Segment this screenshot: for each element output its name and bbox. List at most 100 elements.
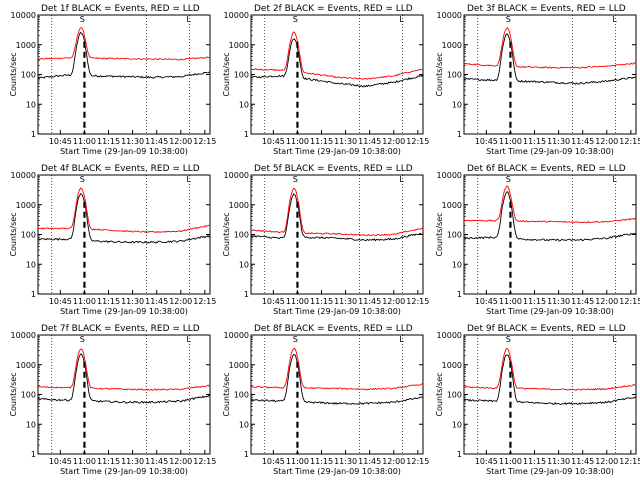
- x-tick-label: 11:00: [73, 297, 96, 306]
- marker-l: L: [186, 175, 191, 184]
- x-tick-label: 11:15: [97, 137, 120, 146]
- x-tick-label: 11:45: [358, 297, 381, 306]
- x-tick-label: 11:45: [145, 457, 168, 466]
- plot-frame: [463, 334, 637, 455]
- x-tick-label: 10:45: [49, 137, 72, 146]
- y-tick-label: 1: [31, 130, 36, 139]
- x-tick-label: 11:30: [121, 457, 144, 466]
- x-tick-label: 10:45: [475, 137, 498, 146]
- plot-frame: [463, 174, 637, 295]
- x-tick-label: 12:00: [382, 137, 405, 146]
- y-tick-label: 10000: [437, 331, 462, 340]
- y-tick-label: 10000: [437, 11, 462, 20]
- y-tick-label: 1: [457, 450, 462, 459]
- lld-series-line: [463, 347, 637, 391]
- marker-s: S: [293, 335, 298, 344]
- x-tick-label: 11:30: [547, 457, 570, 466]
- plot-frame: [463, 14, 637, 135]
- x-tick-label: 11:15: [523, 137, 546, 146]
- x-tick-label: 11:45: [358, 137, 381, 146]
- x-axis-label: Start Time (29-Jan-09 10:38:00): [486, 467, 614, 476]
- x-tick-label: 11:45: [145, 297, 168, 306]
- x-tick-label: 12:00: [169, 297, 192, 306]
- x-axis-label: Start Time (29-Jan-09 10:38:00): [486, 307, 614, 316]
- y-axis-label: Counts/sec: [9, 372, 18, 416]
- y-tick-label: 100: [234, 391, 249, 400]
- marker-s: S: [506, 335, 511, 344]
- marker-s: S: [506, 15, 511, 24]
- x-tick-label: 11:00: [73, 457, 96, 466]
- x-tick-label: 12:00: [169, 137, 192, 146]
- x-tick-label: 10:45: [262, 297, 285, 306]
- panel-title: Det 8f BLACK = Events, RED = LLD: [254, 324, 413, 334]
- x-tick-label: 11:15: [97, 457, 120, 466]
- marker-l: L: [612, 15, 617, 24]
- marker-l: L: [399, 15, 404, 24]
- y-tick-label: 1000: [442, 361, 462, 370]
- events-series-line: [251, 353, 424, 405]
- marker-l: L: [612, 175, 617, 184]
- y-axis-label: Counts/sec: [222, 52, 231, 96]
- events-series-line: [37, 353, 211, 404]
- x-tick-label: 11:00: [499, 297, 522, 306]
- panel-title: Det 2f BLACK = Events, RED = LLD: [254, 4, 413, 14]
- marker-s: S: [80, 335, 85, 344]
- x-tick-label: 11:00: [286, 297, 309, 306]
- y-tick-label: 100: [447, 391, 462, 400]
- y-tick-label: 10000: [224, 171, 249, 180]
- x-tick-label: 10:45: [262, 457, 285, 466]
- y-tick-label: 10: [26, 260, 36, 269]
- y-tick-label: 10000: [11, 11, 36, 20]
- plot-frame: [37, 174, 211, 295]
- marker-s: S: [293, 15, 298, 24]
- x-tick-label: 12:00: [382, 297, 405, 306]
- x-tick-label: 11:00: [499, 457, 522, 466]
- y-tick-label: 10: [26, 100, 36, 109]
- x-tick-label: 12:00: [382, 457, 405, 466]
- y-tick-label: 10: [239, 420, 249, 429]
- events-series-line: [37, 31, 211, 80]
- panel-title: Det 7f BLACK = Events, RED = LLD: [41, 324, 200, 334]
- x-tick-label: 11:15: [310, 457, 333, 466]
- marker-s: S: [506, 175, 511, 184]
- x-tick-label: 11:15: [97, 297, 120, 306]
- x-tick-label: 12:15: [193, 137, 216, 146]
- events-series-line: [250, 38, 424, 88]
- x-tick-label: 11:15: [310, 137, 333, 146]
- y-tick-label: 1000: [442, 41, 462, 50]
- panel-det-4: Det 4f BLACK = Events, RED = LLD 1 10 100 10…: [9, 164, 216, 316]
- x-axis-label: Start Time (29-Jan-09 10:38:00): [60, 147, 188, 156]
- x-tick-label: 12:15: [193, 297, 216, 306]
- x-tick-label: 10:45: [475, 297, 498, 306]
- y-tick-label: 10: [26, 420, 36, 429]
- y-axis-label: Counts/sec: [9, 212, 18, 256]
- y-axis-label: Counts/sec: [435, 372, 444, 416]
- y-tick-label: 1: [244, 290, 249, 299]
- x-tick-label: 12:00: [169, 457, 192, 466]
- x-tick-label: 11:15: [523, 297, 546, 306]
- y-axis-label: Counts/sec: [222, 212, 231, 256]
- y-tick-label: 1000: [229, 201, 249, 210]
- y-axis-label: Counts/sec: [435, 52, 444, 96]
- y-tick-label: 10: [452, 420, 462, 429]
- panel-title: Det 9f BLACK = Events, RED = LLD: [467, 324, 626, 334]
- marker-l: L: [186, 335, 191, 344]
- panel-title: Det 6f BLACK = Events, RED = LLD: [467, 164, 626, 174]
- x-tick-label: 10:45: [49, 457, 72, 466]
- x-axis-label: Start Time (29-Jan-09 10:38:00): [273, 147, 401, 156]
- events-series-line: [463, 33, 636, 85]
- y-tick-label: 1: [31, 290, 36, 299]
- y-axis-label: Counts/sec: [222, 372, 231, 416]
- x-tick-label: 11:00: [286, 457, 309, 466]
- x-tick-label: 10:45: [475, 457, 498, 466]
- lld-series-line: [250, 31, 423, 80]
- events-series-line: [250, 193, 424, 242]
- y-tick-label: 1000: [16, 201, 36, 210]
- x-axis-label: Start Time (29-Jan-09 10:38:00): [60, 307, 188, 316]
- panel-title: Det 5f BLACK = Events, RED = LLD: [254, 164, 413, 174]
- y-tick-label: 10000: [11, 331, 36, 340]
- y-tick-label: 10000: [224, 11, 249, 20]
- panel-det-2: Det 2f BLACK = Events, RED = LLD 1 10 100 10…: [222, 4, 429, 156]
- plot-frame: [37, 334, 211, 455]
